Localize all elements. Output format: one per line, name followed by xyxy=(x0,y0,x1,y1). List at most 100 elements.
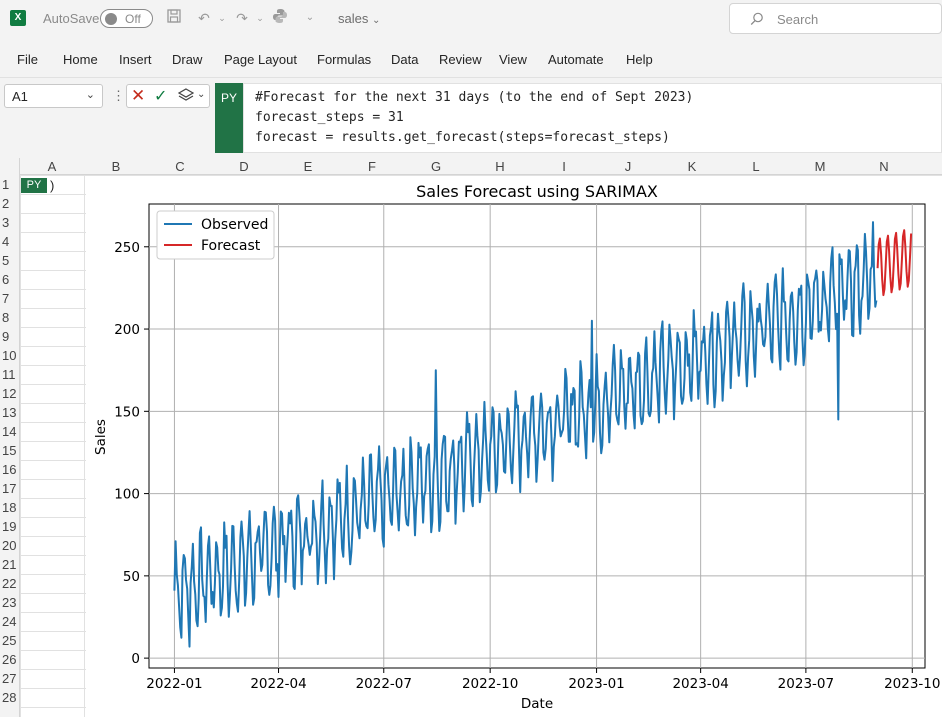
file-name-text: sales xyxy=(338,11,369,26)
undo-icon[interactable]: ↶ xyxy=(198,10,210,26)
chart-image[interactable]: 0 50 100 150 200 250 2022-01 2022-04 2022-07 2022… xyxy=(86,176,942,717)
row-header[interactable]: 9 xyxy=(2,329,10,344)
select-all-corner[interactable] xyxy=(0,158,20,175)
redo-icon[interactable]: ↷ xyxy=(236,10,248,26)
observed-series-line xyxy=(173,221,878,648)
tab-view[interactable]: View xyxy=(499,52,527,67)
name-box[interactable]: A1 ⌄ xyxy=(4,84,103,108)
row-header[interactable]: 27 xyxy=(2,671,17,686)
toggle-knob xyxy=(105,13,117,25)
column-header[interactable]: N xyxy=(879,159,889,174)
autosave-toggle[interactable]: Off xyxy=(100,9,153,28)
row-header[interactable]: 20 xyxy=(2,538,17,553)
column-header[interactable]: F xyxy=(368,159,376,174)
row-headers: 1 2 3 4 5 6 7 8 9 10 11 12 13 14 15 16 17 18 19 20 21 22 23 24 2… xyxy=(0,175,20,717)
row-header[interactable]: 22 xyxy=(2,576,17,591)
forecast-series-line xyxy=(876,229,913,297)
undo-dropdown-icon[interactable]: ⌄ xyxy=(218,13,226,23)
axis-ticks: 0 50 100 150 200 250 2022-01 2022-04 2022-07 2022… xyxy=(114,240,940,692)
row-header[interactable]: 21 xyxy=(2,557,17,572)
formula-input[interactable]: #Forecast for the next 31 days (to the e… xyxy=(243,83,942,153)
row-header[interactable]: 28 xyxy=(2,690,17,705)
column-header[interactable]: J xyxy=(624,159,632,174)
row-header[interactable]: 4 xyxy=(2,234,10,249)
x-tick-label: 2023-04 xyxy=(672,676,728,692)
cell-a1-value[interactable]: ) xyxy=(50,178,55,193)
ribbon-tabs: File Home Insert Draw Page Layout Formul… xyxy=(0,38,942,78)
cell-a1-python-badge: PY xyxy=(21,178,47,193)
x-tick-label: 2022-07 xyxy=(356,676,412,692)
chevron-down-icon[interactable]: ⌄ xyxy=(197,89,206,100)
row-header[interactable]: 15 xyxy=(2,443,17,458)
tab-data[interactable]: Data xyxy=(391,52,419,67)
x-tick-label: 2022-10 xyxy=(462,676,518,692)
row-header[interactable]: 16 xyxy=(2,462,17,477)
x-tick-label: 2022-04 xyxy=(250,676,306,692)
save-icon[interactable] xyxy=(164,8,184,28)
sales-forecast-chart: 0 50 100 150 200 250 2022-01 2022-04 2022-07 2022… xyxy=(93,182,940,712)
formula-bar: A1 ⌄ ⋮ ✕ ✓ ⌄ PY #Forecast for the next 3… xyxy=(0,78,942,158)
row-header[interactable]: 25 xyxy=(2,633,17,648)
search-box[interactable]: Search xyxy=(729,3,942,34)
autosave-state: Off xyxy=(125,12,141,26)
tab-help[interactable]: Help xyxy=(626,52,653,67)
file-name[interactable]: sales ⌄ xyxy=(338,11,380,26)
plot-area xyxy=(148,203,926,669)
cancel-icon[interactable]: ✕ xyxy=(131,86,146,105)
more-options-icon[interactable]: ⋮ xyxy=(112,88,125,103)
column-header[interactable]: E xyxy=(303,159,313,174)
row-header[interactable]: 2 xyxy=(2,196,10,211)
row-header[interactable]: 23 xyxy=(2,595,17,610)
column-header[interactable]: B xyxy=(111,159,121,174)
row-header[interactable]: 19 xyxy=(2,519,17,534)
tab-home[interactable]: Home xyxy=(63,52,98,67)
column-header[interactable]: K xyxy=(687,159,697,174)
tab-insert[interactable]: Insert xyxy=(119,52,152,67)
y-tick-label: 200 xyxy=(114,322,140,338)
row-header[interactable]: 8 xyxy=(2,310,10,325)
row-header[interactable]: 6 xyxy=(2,272,10,287)
python-icon[interactable] xyxy=(270,8,290,28)
tab-automate[interactable]: Automate xyxy=(548,52,604,67)
search-placeholder: Search xyxy=(777,12,819,27)
tab-formulas[interactable]: Formulas xyxy=(317,52,372,67)
y-tick-label: 100 xyxy=(114,487,140,503)
x-tick-label: 2023-01 xyxy=(568,676,624,692)
column-header[interactable]: I xyxy=(562,159,566,174)
row-header[interactable]: 10 xyxy=(2,348,17,363)
column-header[interactable]: H xyxy=(495,159,505,174)
row-header[interactable]: 24 xyxy=(2,614,17,629)
row-header[interactable]: 11 xyxy=(2,367,16,382)
column-header[interactable]: C xyxy=(175,159,185,174)
tab-review[interactable]: Review xyxy=(439,52,482,67)
row-header[interactable]: 12 xyxy=(2,386,17,401)
row-header[interactable]: 5 xyxy=(2,253,10,268)
row-header[interactable]: 18 xyxy=(2,500,17,515)
formula-line: forecast_steps = 31 xyxy=(255,110,404,125)
redo-dropdown-icon[interactable]: ⌄ xyxy=(256,13,264,23)
column-header[interactable]: G xyxy=(430,159,442,174)
row-header[interactable]: 17 xyxy=(2,481,17,496)
row-header[interactable]: 14 xyxy=(2,424,17,439)
row-header[interactable]: 7 xyxy=(2,291,10,306)
tab-file[interactable]: File xyxy=(17,52,38,67)
tab-draw[interactable]: Draw xyxy=(172,52,203,67)
row-header[interactable]: 3 xyxy=(2,215,10,230)
legend-observed-label: Observed xyxy=(201,217,268,233)
column-header[interactable]: D xyxy=(239,159,249,174)
excel-logo-icon: X xyxy=(10,10,26,26)
row-header[interactable]: 1 xyxy=(2,177,10,192)
x-axis-label: Date xyxy=(521,696,553,712)
enter-check-icon[interactable]: ✓ xyxy=(154,88,168,105)
formula-line: forecast = results.get_forecast(steps=fo… xyxy=(255,130,670,145)
column-header[interactable]: A xyxy=(47,159,57,174)
column-header[interactable]: L xyxy=(752,159,760,174)
column-header[interactable]: M xyxy=(814,159,826,174)
x-tick-label: 2022-01 xyxy=(146,676,202,692)
layers-icon[interactable] xyxy=(177,87,195,106)
name-box-value: A1 xyxy=(12,89,28,104)
tab-page-layout[interactable]: Page Layout xyxy=(224,52,298,67)
row-header[interactable]: 26 xyxy=(2,652,17,667)
row-header[interactable]: 13 xyxy=(2,405,17,420)
customize-toolbar-icon[interactable]: ⌄ xyxy=(305,12,315,23)
